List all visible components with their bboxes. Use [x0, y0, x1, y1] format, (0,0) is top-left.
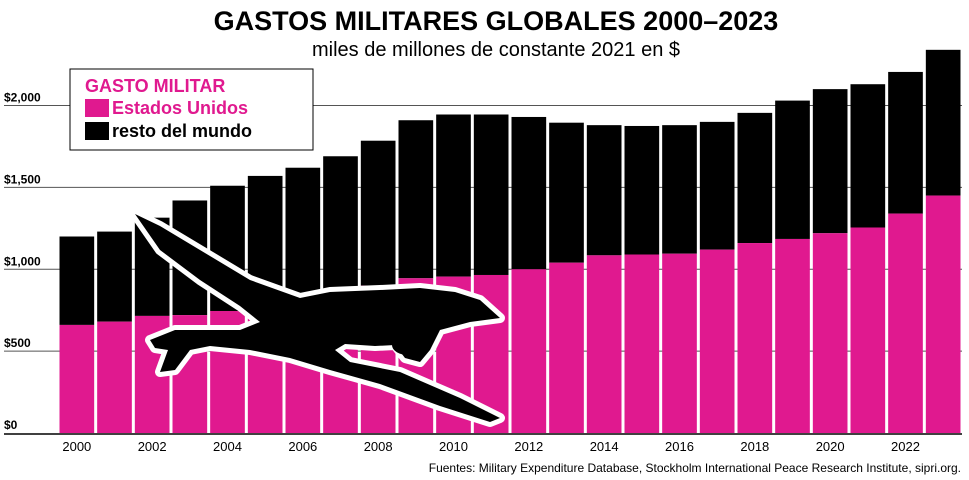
y-tick-label: $1,000	[4, 254, 41, 268]
bar-us-2017	[699, 249, 735, 433]
x-axis-ticks: 2000 2002 2004 2006 2008 2010 2012 2014 2016 2018…	[62, 439, 920, 454]
bar-us-2022	[888, 213, 923, 433]
bar-rest-2017	[699, 121, 735, 250]
legend-title: GASTO MILITAR	[85, 76, 225, 96]
x-tick-label: 2002	[138, 439, 167, 454]
bar-us-2019	[775, 238, 810, 433]
y-tick-label: $500	[4, 336, 31, 350]
drone-icon	[130, 209, 505, 427]
bar-rest-2015	[624, 125, 660, 255]
bar-rest-2000	[59, 236, 95, 325]
x-tick-label: 2020	[816, 439, 845, 454]
legend-swatch-rest	[85, 122, 109, 140]
x-tick-label: 2018	[740, 439, 769, 454]
y-axis-ticks: $0 $500 $1,000 $1,500 $2,000	[4, 91, 41, 433]
bar-us-2000	[59, 324, 95, 433]
bar-rest-2011	[473, 114, 509, 275]
x-tick-label: 2014	[590, 439, 619, 454]
chart-title: GASTOS MILITARES GLOBALES 2000–2023	[214, 6, 779, 36]
bar-rest-2019	[775, 100, 810, 239]
bar-us-2021	[850, 227, 886, 433]
bar-rest-2021	[850, 84, 886, 228]
x-tick-label: 2000	[62, 439, 91, 454]
bar-rest-2010	[436, 114, 471, 277]
bar-rest-2023	[925, 49, 961, 196]
bar-rest-2016	[662, 125, 697, 254]
legend-label-rest: resto del mundo	[112, 121, 252, 141]
bar-us-2013	[549, 262, 584, 433]
x-tick-label: 2008	[364, 439, 393, 454]
bars	[59, 49, 961, 433]
bar-rest-2006	[285, 167, 321, 301]
bar-us-2016	[662, 253, 697, 433]
bar-rest-2007	[323, 156, 358, 293]
legend-label-us: Estados Unidos	[112, 98, 248, 118]
y-tick-label: $2,000	[4, 91, 41, 105]
bar-rest-2013	[549, 122, 584, 263]
bar-rest-2009	[398, 120, 434, 279]
source-note: Fuentes: Military Expenditure Database, …	[429, 461, 961, 475]
x-tick-label: 2006	[288, 439, 317, 454]
x-tick-label: 2004	[213, 439, 242, 454]
bar-us-2014	[586, 255, 622, 433]
bar-rest-2022	[888, 71, 923, 214]
y-tick-label: $1,500	[4, 172, 41, 186]
bar-rest-2014	[586, 125, 622, 256]
x-tick-label: 2012	[514, 439, 543, 454]
bar-us-2018	[737, 243, 773, 433]
y-tick-label: $0	[4, 418, 18, 432]
bar-us-2020	[812, 233, 848, 433]
bar-rest-2018	[737, 112, 773, 244]
bar-us-2001	[97, 321, 132, 433]
x-tick-label: 2010	[439, 439, 468, 454]
legend-swatch-us	[85, 99, 109, 117]
legend-box	[69, 68, 314, 151]
bar-rest-2001	[97, 231, 132, 322]
legend: GASTO MILITAR Estados Unidos resto del m…	[69, 68, 314, 151]
bar-rest-2012	[511, 116, 547, 270]
bar-us-2015	[624, 254, 660, 433]
bar-us-2012	[511, 269, 547, 433]
bar-rest-2020	[812, 89, 848, 234]
bar-rest-2008	[360, 140, 396, 286]
x-tick-label: 2022	[891, 439, 920, 454]
bar-us-2023	[925, 195, 961, 433]
x-tick-label: 2016	[665, 439, 694, 454]
chart-subtitle: miles de millones de constante 2021 en $	[312, 39, 680, 61]
